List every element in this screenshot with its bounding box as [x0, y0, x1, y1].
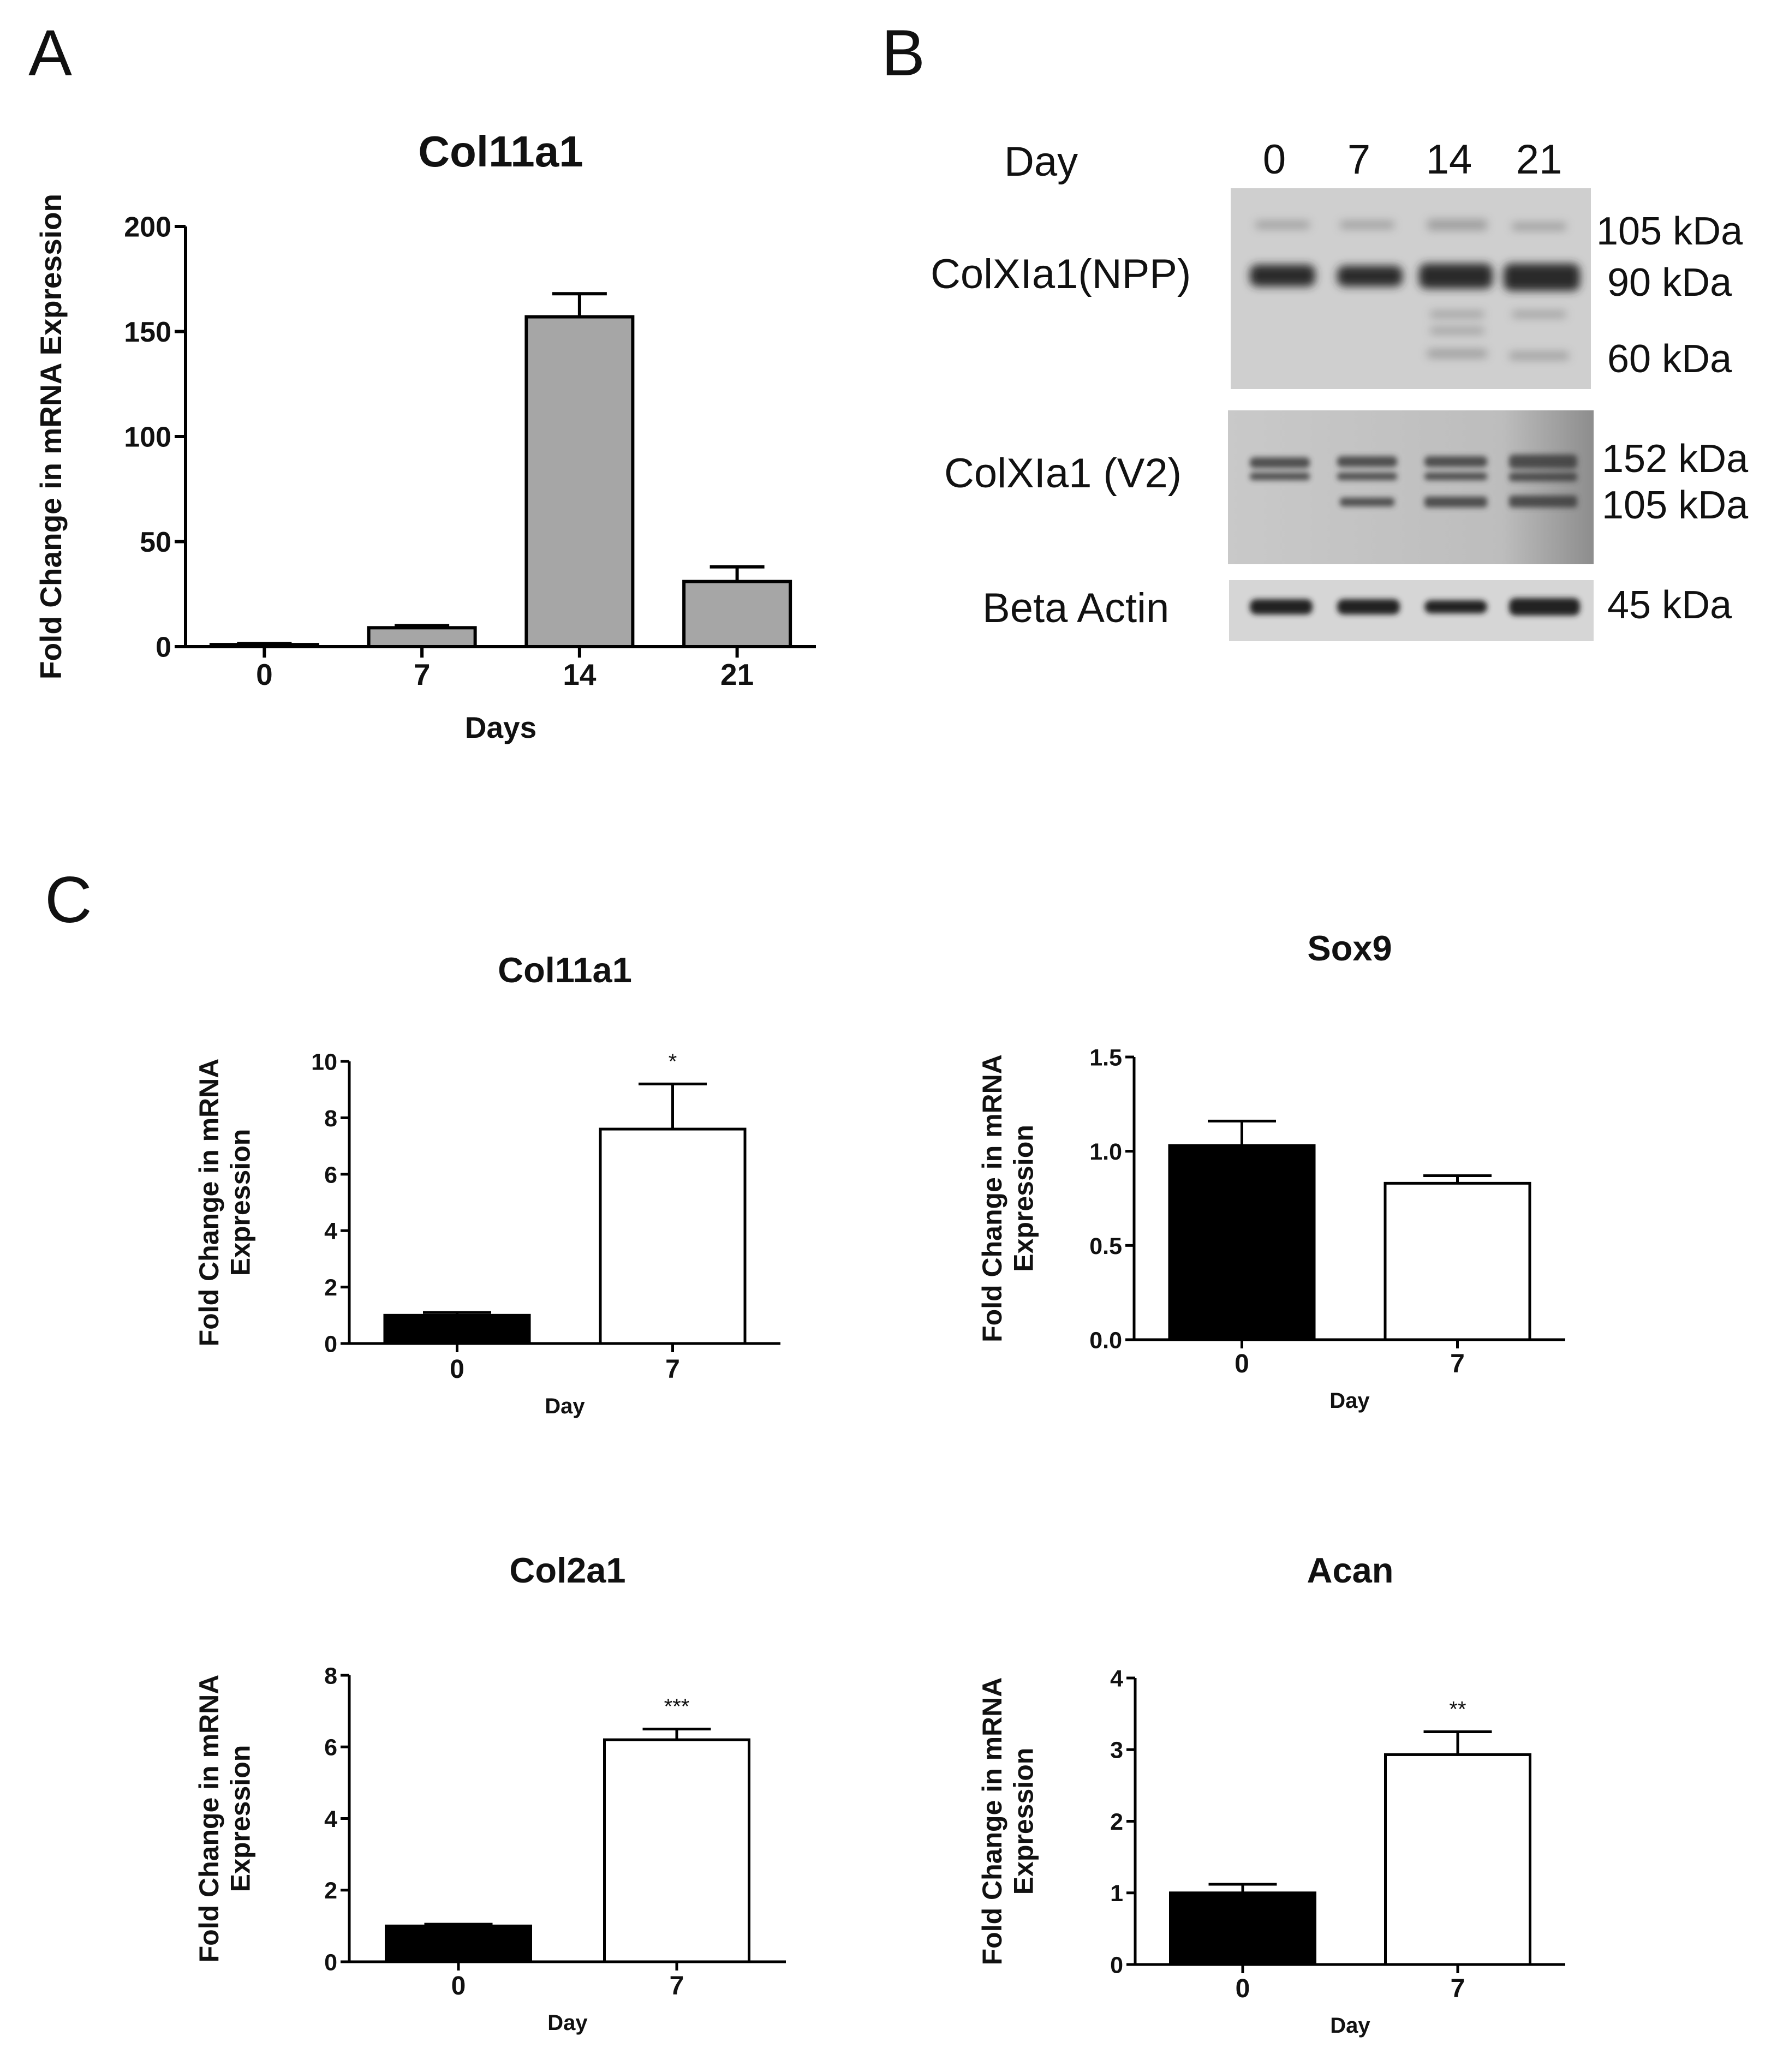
blot-lane-label: 21: [1516, 136, 1563, 183]
y-tick-label: 100: [124, 422, 171, 453]
chart-title: Col11a1: [498, 950, 632, 990]
blot-image-actin: [1229, 580, 1594, 641]
x-tick-label: 0: [1236, 1974, 1250, 2003]
y-tick-label: 0.5: [1089, 1233, 1122, 1259]
y-axis-label: Fold Change in mRNA: [194, 1675, 224, 1963]
blot-row-label: Beta Actin: [982, 585, 1169, 631]
bar: [1168, 1144, 1316, 1341]
y-tick-label: 2: [1110, 1809, 1123, 1835]
blot-marker-label: 105 kDa: [1602, 483, 1749, 527]
blot-image-v2: [1228, 410, 1594, 564]
y-tick-label: 50: [140, 527, 171, 558]
blot-lane-label: 0: [1263, 136, 1286, 183]
y-tick-label: 0: [324, 1949, 337, 1975]
blot-day-header: Day: [1004, 139, 1078, 185]
x-tick-label: 0: [450, 1355, 464, 1384]
bar: [385, 1924, 532, 1963]
y-tick-label: 8: [324, 1663, 337, 1689]
blot-image-npp: [1231, 188, 1591, 389]
bar: [1384, 1181, 1531, 1341]
x-tick-label: 7: [665, 1355, 680, 1384]
y-tick-label: 0.0: [1089, 1327, 1122, 1353]
y-axis-label: Fold Change in mRNA: [194, 1059, 224, 1347]
x-tick-label: 7: [670, 1972, 684, 2001]
blot-marker-label: 105 kDa: [1596, 210, 1743, 253]
significance-label: *: [669, 1049, 677, 1073]
y-tick-label: 1: [1110, 1880, 1123, 1907]
y-tick-label: 200: [124, 212, 171, 243]
x-tick-label: 0: [1235, 1350, 1249, 1378]
x-tick-label: 0: [451, 1972, 466, 2001]
x-tick-label: 7: [1450, 1350, 1465, 1378]
significance-label: **: [1449, 1697, 1466, 1721]
panel-letter-c: C: [45, 863, 92, 936]
x-axis-label: Day: [1330, 2014, 1370, 2038]
panel-letter-a: A: [28, 16, 72, 89]
bar: [603, 1738, 750, 1963]
bar: [367, 626, 477, 648]
x-tick-label: 0: [256, 658, 273, 691]
chart-c-sox9: Sox9 0.0 0.5 1.0 1.5 0 7 Day Fold Change in mRNA…: [977, 928, 1565, 1413]
y-axis-label: Expression: [225, 1745, 256, 1892]
y-tick-label: 4: [1110, 1665, 1123, 1692]
chart-c-acan: Acan ** 0 1 2 3 4 0 7 Day Fold Change in mRNA Expre…: [977, 1550, 1565, 2038]
y-tick-label: 1.5: [1089, 1044, 1122, 1071]
blot-row-label: ColXIa1 (V2): [944, 450, 1182, 497]
blot-marker-label: 60 kDa: [1607, 337, 1732, 381]
chart-a-col11a1: Col11a1 0 50 100 150 200 0 7 14 21 Days Fold Change…: [34, 127, 816, 744]
y-tick-label: 3: [1110, 1737, 1123, 1764]
x-tick-label: 7: [1451, 1974, 1465, 2003]
y-axis-label: Expression: [1009, 1748, 1039, 1895]
y-tick-label: 2: [324, 1275, 337, 1301]
significance-label: ***: [664, 1694, 690, 1718]
y-tick-label: 4: [324, 1806, 337, 1832]
y-tick-label: 0: [324, 1331, 337, 1357]
blot-marker-label: 152 kDa: [1602, 437, 1749, 481]
chart-title: Col11a1: [418, 127, 583, 176]
y-tick-label: 6: [324, 1735, 337, 1761]
bar: [599, 1127, 747, 1345]
blot-marker-label: 45 kDa: [1607, 583, 1732, 627]
chart-title: Sox9: [1307, 928, 1392, 968]
blot-marker-label: 90 kDa: [1607, 261, 1732, 304]
y-tick-label: 2: [324, 1878, 337, 1904]
y-tick-label: 10: [311, 1049, 337, 1075]
y-axis-label: Fold Change in mRNA: [977, 1054, 1007, 1342]
y-tick-label: 6: [324, 1162, 337, 1188]
western-blot: Day 0 7 14 21 ColXIa1(NPP): [931, 136, 1749, 641]
bar: [682, 580, 792, 649]
chart-c-col11a1: Col11a1 * 0 2 4 6 8 10 0 7 Day Fold Change in mRNA E…: [194, 950, 780, 1418]
blot-lane-label: 7: [1347, 136, 1370, 183]
y-tick-label: 0: [1110, 1952, 1123, 1978]
x-axis-label: Day: [545, 1394, 585, 1418]
chart-title: Col2a1: [509, 1550, 625, 1590]
x-tick-label: 21: [720, 658, 754, 691]
blot-row-label: ColXIa1(NPP): [931, 251, 1191, 297]
y-axis-label: Fold Change in mRNA: [977, 1677, 1007, 1966]
bar: [383, 1313, 531, 1345]
x-axis-label: Day: [1329, 1389, 1370, 1413]
chart-title: Acan: [1307, 1550, 1394, 1590]
x-tick-label: 7: [414, 658, 431, 691]
y-tick-label: 150: [124, 317, 171, 348]
y-tick-label: 0: [156, 632, 171, 664]
panel-letter-b: B: [881, 16, 925, 89]
y-axis-label: Fold Change in mRNA Expression: [34, 194, 68, 679]
x-tick-label: 14: [563, 658, 597, 691]
bar: [524, 315, 635, 648]
y-axis-label: Expression: [225, 1129, 256, 1276]
x-axis-label: Days: [465, 710, 536, 744]
y-tick-label: 8: [324, 1106, 337, 1132]
y-tick-label: 4: [324, 1219, 337, 1245]
chart-c-col2a1: Col2a1 *** 0 2 4 6 8 0 7 Day Fold Change in mRNA Ex…: [194, 1550, 786, 2035]
y-tick-label: 1.0: [1089, 1139, 1122, 1165]
y-axis-label: Expression: [1009, 1125, 1039, 1272]
blot-lane-label: 14: [1426, 136, 1472, 183]
bar: [1169, 1891, 1316, 1966]
x-axis-label: Day: [547, 2011, 588, 2035]
bar: [1384, 1753, 1531, 1966]
